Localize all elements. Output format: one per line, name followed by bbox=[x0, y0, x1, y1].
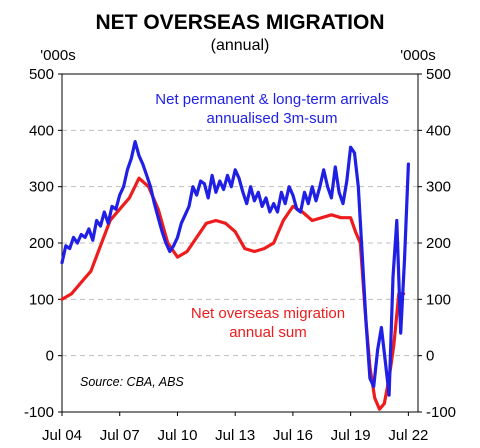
y-tick-label-left: 0 bbox=[46, 348, 54, 365]
x-tick-label: Jul 07 bbox=[100, 427, 140, 444]
y-tick-label-right: 0 bbox=[426, 348, 434, 365]
y-tick-label-left: 300 bbox=[29, 179, 54, 196]
x-tick-label: Jul 16 bbox=[273, 427, 313, 444]
series-layer bbox=[60, 140, 410, 411]
red-series-label-line2: annual sum bbox=[229, 324, 307, 341]
x-tick-label: Jul 04 bbox=[42, 427, 82, 444]
chart-title: NET OVERSEAS MIGRATION bbox=[96, 11, 385, 34]
blue-series-label-line2: annualised 3m-sum bbox=[207, 110, 338, 127]
y-tick-label-right: 100 bbox=[426, 291, 451, 308]
y-tick-label-left: 400 bbox=[29, 122, 54, 139]
x-tick-label: Jul 10 bbox=[157, 427, 197, 444]
y-ticks-left: 500 400 300 200 100 0 -100 bbox=[24, 66, 62, 421]
y-tick-label-right: -100 bbox=[426, 404, 456, 421]
x-tick-label: Jul 22 bbox=[388, 427, 428, 444]
x-tick-label: Jul 19 bbox=[331, 427, 371, 444]
blue-series-label-line1: Net permanent & long-term arrivals bbox=[155, 91, 388, 108]
series-line-net-arrivals bbox=[60, 140, 410, 397]
y-tick-label-right: 500 bbox=[426, 66, 451, 83]
y-tick-label-right: 300 bbox=[426, 179, 451, 196]
y-tick-label-right: 200 bbox=[426, 235, 451, 252]
y-unit-right: '000s bbox=[400, 47, 435, 64]
y-ticks-right: 500 400 300 200 100 0 -100 bbox=[418, 66, 456, 421]
y-tick-label-left: -100 bbox=[24, 404, 54, 421]
y-unit-left: '000s bbox=[40, 47, 75, 64]
y-tick-label-left: 500 bbox=[29, 66, 54, 83]
source-note: Source: CBA, ABS bbox=[80, 375, 184, 389]
x-tick-label: Jul 13 bbox=[215, 427, 255, 444]
y-tick-label-left: 200 bbox=[29, 235, 54, 252]
chart-subtitle: (annual) bbox=[211, 37, 270, 54]
red-series-label-line1: Net overseas migration bbox=[191, 305, 345, 322]
y-tick-label-left: 100 bbox=[29, 291, 54, 308]
y-tick-label-right: 400 bbox=[426, 122, 451, 139]
x-ticks: Jul 04 Jul 07 Jul 10 Jul 13 Jul 16 Jul 19 Jul … bbox=[42, 412, 428, 444]
